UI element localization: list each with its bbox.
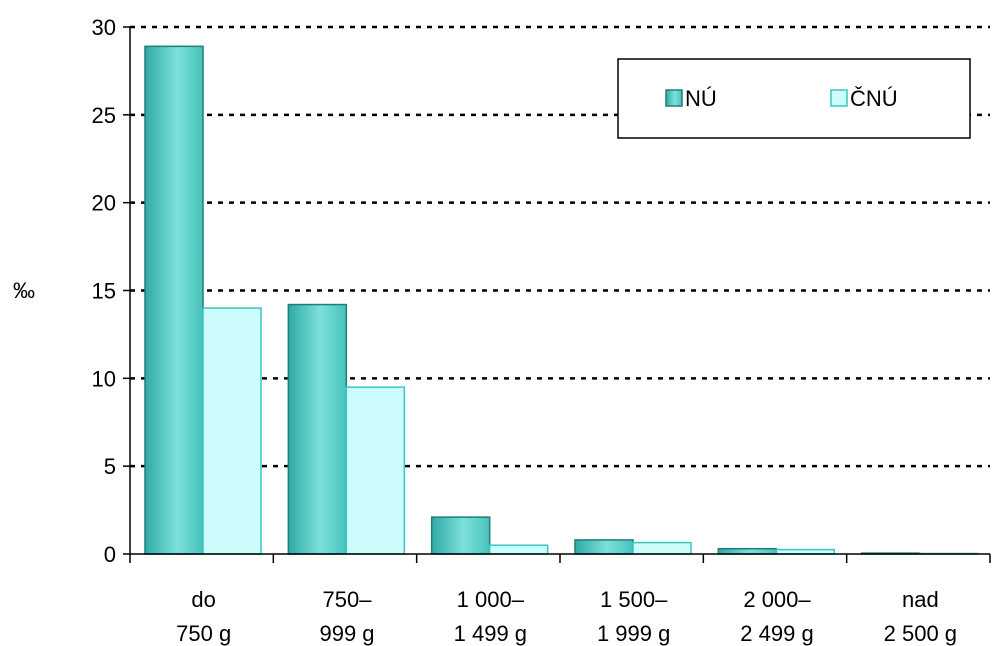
x-tick-label: 750– xyxy=(323,587,373,612)
y-tick-label: 5 xyxy=(104,454,116,479)
axes xyxy=(123,26,991,563)
legend-swatch-nu xyxy=(665,89,683,107)
bar-cnu xyxy=(632,541,692,555)
x-tick-label: 999 g xyxy=(319,621,374,646)
x-tick-label: 2 000– xyxy=(743,587,811,612)
x-tick-label: 750 g xyxy=(176,621,231,646)
bar-cnu xyxy=(345,386,406,555)
y-tick-label: 0 xyxy=(104,542,116,567)
x-tick-label: 2 499 g xyxy=(740,621,813,646)
y-axis-title: ‰ xyxy=(13,278,35,303)
bar-nu xyxy=(717,547,778,555)
bars xyxy=(144,45,979,555)
x-tick-label: 2 500 g xyxy=(884,621,957,646)
legend: NÚ ČNÚ xyxy=(617,58,971,139)
bar-nu xyxy=(430,516,491,555)
x-tick-label: 1 499 g xyxy=(454,621,527,646)
legend-label-cnu: ČNÚ xyxy=(850,86,898,111)
gridlines xyxy=(130,25,990,468)
bar-nu xyxy=(144,45,204,555)
bar-cnu xyxy=(488,544,549,555)
x-tick-label: 1 000– xyxy=(457,587,525,612)
bar-cnu xyxy=(202,307,262,555)
bar-nu xyxy=(287,303,348,555)
y-tick-label: 20 xyxy=(92,191,116,216)
x-tick-label: do xyxy=(191,587,215,612)
x-tick-label: 1 999 g xyxy=(597,621,670,646)
legend-swatch-cnu xyxy=(830,89,848,107)
y-tick-label: 10 xyxy=(92,366,116,391)
y-tick-label: 15 xyxy=(92,279,116,304)
y-tick-label: 25 xyxy=(92,103,116,128)
x-tick-label: nad xyxy=(902,587,939,612)
x-tick-label: 1 500– xyxy=(600,587,668,612)
bar-nu xyxy=(574,539,634,555)
tick-labels: 0 5 10 15 20 25 30 do 750 g 750– 999 g 1 000– 1 499 … xyxy=(92,15,958,646)
legend-label-nu: NÚ xyxy=(685,86,717,111)
y-tick-label: 30 xyxy=(92,15,116,40)
